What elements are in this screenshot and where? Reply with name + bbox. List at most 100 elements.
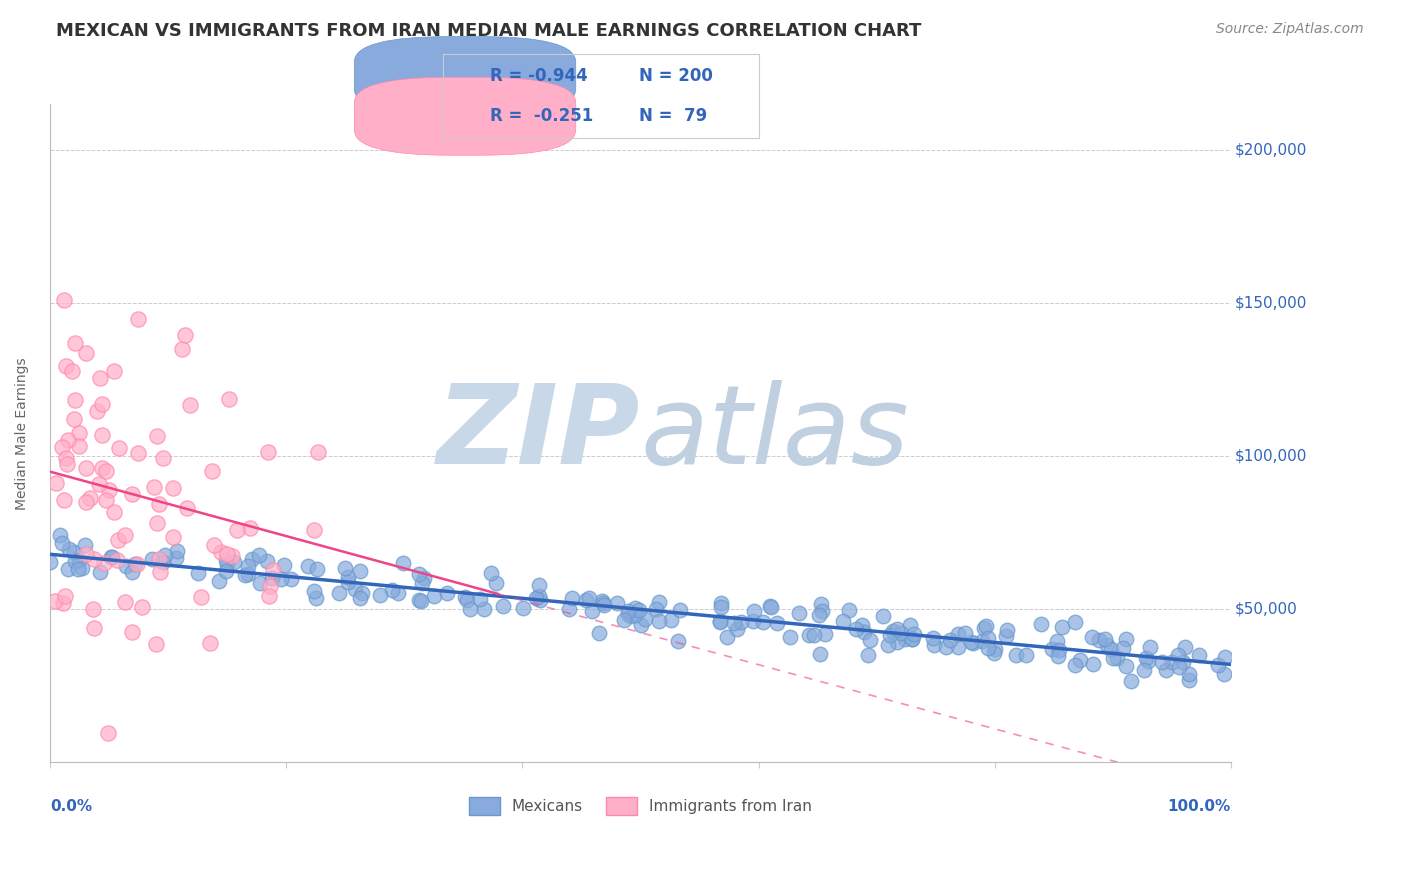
Point (70, 560, 93, 574)
Point (56, 434, 79, 448)
Point (83, 621, 105, 635)
Point (666, 634, 689, 648)
Point (297, 559, 319, 574)
Point (876, 638, 898, 652)
Point (668, 603, 690, 617)
Point (886, 635, 908, 649)
Point (973, 622, 995, 636)
Point (1046, 648, 1069, 663)
Point (67, 425, 90, 440)
Point (1139, 640, 1161, 654)
Point (336, 570, 359, 584)
Point (709, 615, 731, 629)
Point (215, 564, 238, 578)
Point (922, 631, 945, 645)
Point (333, 561, 356, 575)
FancyBboxPatch shape (354, 78, 576, 155)
Point (807, 607, 830, 622)
Point (484, 575, 506, 590)
Point (56, 457, 79, 471)
Point (236, 567, 259, 582)
Point (48, 527, 70, 541)
Point (256, 554, 278, 568)
Point (1167, 660, 1189, 674)
Point (845, 622, 868, 636)
Point (51, 535, 73, 549)
Point (710, 599, 733, 614)
Point (79, 491, 101, 506)
Point (1173, 655, 1195, 669)
Point (148, 497, 170, 511)
Point (623, 607, 645, 622)
Point (125, 557, 148, 571)
Text: $50,000: $50,000 (1234, 602, 1298, 617)
Point (153, 549, 176, 563)
Point (627, 602, 650, 616)
Point (1064, 615, 1087, 629)
Point (512, 601, 534, 615)
Point (939, 633, 962, 648)
Point (779, 630, 801, 644)
Point (209, 545, 232, 559)
Point (145, 637, 167, 651)
Point (90, 460, 112, 475)
Text: ZIP: ZIP (437, 380, 640, 487)
Point (52, 596, 75, 610)
Point (620, 609, 643, 624)
Point (121, 624, 143, 639)
Point (1015, 648, 1038, 662)
Point (1005, 648, 1028, 663)
Point (174, 327, 197, 342)
Point (412, 571, 434, 585)
Point (851, 618, 873, 632)
Point (256, 444, 278, 458)
Point (162, 530, 184, 544)
Point (75, 346, 97, 360)
Point (381, 583, 404, 598)
Point (1213, 666, 1236, 681)
Point (1174, 640, 1197, 654)
Point (953, 625, 976, 640)
Point (114, 528, 136, 542)
Point (202, 538, 225, 552)
Point (89, 370, 111, 384)
Point (613, 613, 636, 627)
Point (208, 574, 231, 589)
Point (114, 595, 136, 609)
Point (408, 593, 430, 607)
Point (152, 555, 174, 569)
Point (617, 607, 640, 621)
Point (121, 565, 143, 579)
Point (859, 633, 882, 648)
Point (879, 628, 901, 642)
Point (148, 551, 170, 566)
Point (1115, 659, 1137, 673)
Point (810, 604, 832, 618)
Point (165, 551, 187, 566)
Point (935, 640, 957, 654)
Point (470, 591, 492, 606)
Point (337, 575, 360, 590)
Point (886, 622, 908, 636)
Point (648, 614, 671, 628)
Point (872, 608, 894, 623)
Point (624, 600, 647, 615)
Point (127, 311, 149, 326)
Text: R = -0.944: R = -0.944 (491, 67, 588, 85)
Text: N =  79: N = 79 (640, 107, 707, 125)
Point (1069, 653, 1091, 667)
Point (1156, 663, 1178, 677)
Point (803, 628, 825, 642)
Text: MEXICAN VS IMMIGRANTS FROM IRAN MEDIAN MALE EARNINGS CORRELATION CHART: MEXICAN VS IMMIGRANTS FROM IRAN MEDIAN M… (56, 22, 921, 40)
Point (606, 596, 628, 610)
Point (214, 552, 236, 566)
Point (307, 444, 329, 458)
Point (974, 619, 997, 633)
Point (166, 544, 188, 558)
Point (224, 555, 246, 569)
Point (983, 646, 1005, 660)
Point (1081, 657, 1104, 672)
Point (67, 553, 90, 567)
Y-axis label: Median Male Earnings: Median Male Earnings (15, 357, 30, 509)
Point (529, 592, 551, 607)
